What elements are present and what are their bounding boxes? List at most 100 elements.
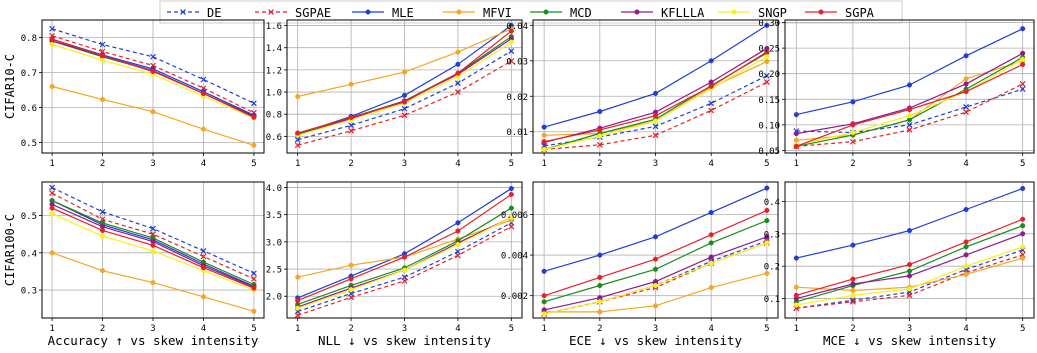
marker-dot: [1020, 216, 1026, 222]
x-tick-label: 4: [201, 159, 206, 169]
y-tick-label: 0.6: [266, 133, 282, 143]
marker-dot: [508, 39, 514, 45]
x-tick-label: 3: [402, 324, 407, 334]
marker-dot: [764, 53, 770, 60]
marker-dot: [652, 90, 659, 96]
marker-dot: [708, 83, 714, 89]
marker-dot: [455, 70, 461, 76]
marker-dot: [541, 268, 547, 274]
marker-x: [401, 112, 408, 119]
x-tick-label: 2: [597, 324, 602, 334]
marker-dot: [456, 9, 462, 15]
marker-dot: [200, 294, 207, 300]
marker-dot: [652, 282, 659, 289]
marker-dot: [963, 81, 969, 87]
marker-dot: [1020, 255, 1026, 261]
x-tick-label: 2: [100, 159, 105, 169]
legend-label: MCD: [570, 6, 592, 20]
series-group: [49, 184, 257, 314]
marker-dot: [251, 285, 257, 291]
series-group: [793, 26, 1026, 150]
marker-x: [150, 231, 156, 238]
marker-stroke: [250, 275, 257, 282]
panel-r1c0: 1 2 3 4 5 0.3 0.4 0.5: [21, 181, 265, 334]
legend-entry-kfllla: KFLLLA: [621, 6, 705, 20]
legend-label: SNGP: [758, 6, 787, 20]
marker-dot: [963, 76, 969, 82]
marker-dot: [764, 240, 770, 246]
marker-dot: [963, 239, 969, 245]
marker-x: [250, 100, 257, 107]
marker-stroke: [849, 138, 856, 145]
marker-dot: [200, 126, 207, 132]
panel-r0c3: 1 2 3 4 5 0.05 0.10 0.15 0.20 0.25 0.30: [758, 19, 1035, 169]
y-tick-label: 0.03: [506, 57, 528, 67]
marker-dot: [963, 271, 969, 277]
marker-stroke: [454, 89, 461, 95]
marker-dot: [731, 9, 737, 15]
marker-dot: [150, 109, 156, 115]
marker-dot: [508, 185, 514, 192]
legend-label: DE: [207, 6, 221, 20]
x-tick-label: 5: [251, 324, 256, 334]
legend-entry-sngp: SNGP: [718, 6, 787, 20]
marker-dot: [597, 252, 603, 258]
marker-dot: [597, 309, 603, 315]
marker-stroke: [250, 270, 257, 277]
marker-dot: [708, 260, 714, 266]
y-tick-label: 0.6: [21, 104, 37, 114]
marker-stroke: [348, 294, 355, 301]
marker-dot: [348, 81, 354, 87]
x-tick-label: 1: [295, 324, 300, 334]
legend: DE SGPAE MLE MFVI MCD KFLLLA SNGP SGPA: [159, 0, 903, 24]
marker-x: [99, 41, 106, 48]
marker-dot: [508, 28, 514, 34]
marker-stroke: [180, 9, 186, 15]
marker-dot: [365, 9, 371, 15]
series-line-de: [51, 28, 255, 104]
marker-dot: [597, 282, 603, 289]
y-tick-label: 0.002: [501, 292, 528, 302]
marker-dot: [401, 267, 408, 273]
marker-x: [906, 121, 913, 128]
marker-stroke: [294, 312, 301, 318]
y-tick-label: 2.0: [266, 293, 282, 303]
marker-dot: [764, 58, 770, 65]
y-tick-label: 0.5: [21, 212, 37, 222]
marker-stroke: [348, 127, 355, 134]
marker-stroke: [652, 132, 659, 139]
marker-dot: [348, 262, 354, 268]
marker-dot: [652, 234, 659, 240]
marker-dot: [348, 276, 354, 282]
marker-dot: [850, 276, 856, 282]
marker-x: [763, 79, 770, 85]
marker-stroke: [708, 107, 715, 114]
marker-dot: [764, 22, 770, 28]
x-tick-label: 1: [794, 159, 799, 169]
x-tick-label: 4: [201, 324, 206, 334]
marker-dot: [963, 252, 969, 258]
marker-dot: [652, 118, 659, 124]
marker-dot: [1020, 61, 1026, 68]
marker-x: [652, 123, 659, 130]
marker-x: [708, 100, 715, 107]
marker-x: [508, 223, 515, 230]
marker-x: [99, 208, 106, 215]
marker-x: [849, 138, 856, 145]
marker-dot: [597, 127, 603, 133]
marker-dot: [906, 106, 913, 113]
marker-x: [180, 9, 186, 15]
marker-x: [708, 107, 715, 114]
y-tick-label: 0.25: [758, 45, 780, 55]
marker-dot: [251, 114, 257, 120]
legend-label: KFLLLA: [661, 6, 705, 20]
legend-label: SGPA: [845, 6, 875, 20]
marker-x: [150, 53, 156, 60]
marker-stroke: [99, 216, 106, 223]
marker-dot: [764, 49, 770, 55]
marker-x: [401, 278, 408, 284]
marker-dot: [906, 268, 913, 274]
marker-stroke: [49, 184, 56, 191]
marker-dot: [1020, 185, 1026, 192]
